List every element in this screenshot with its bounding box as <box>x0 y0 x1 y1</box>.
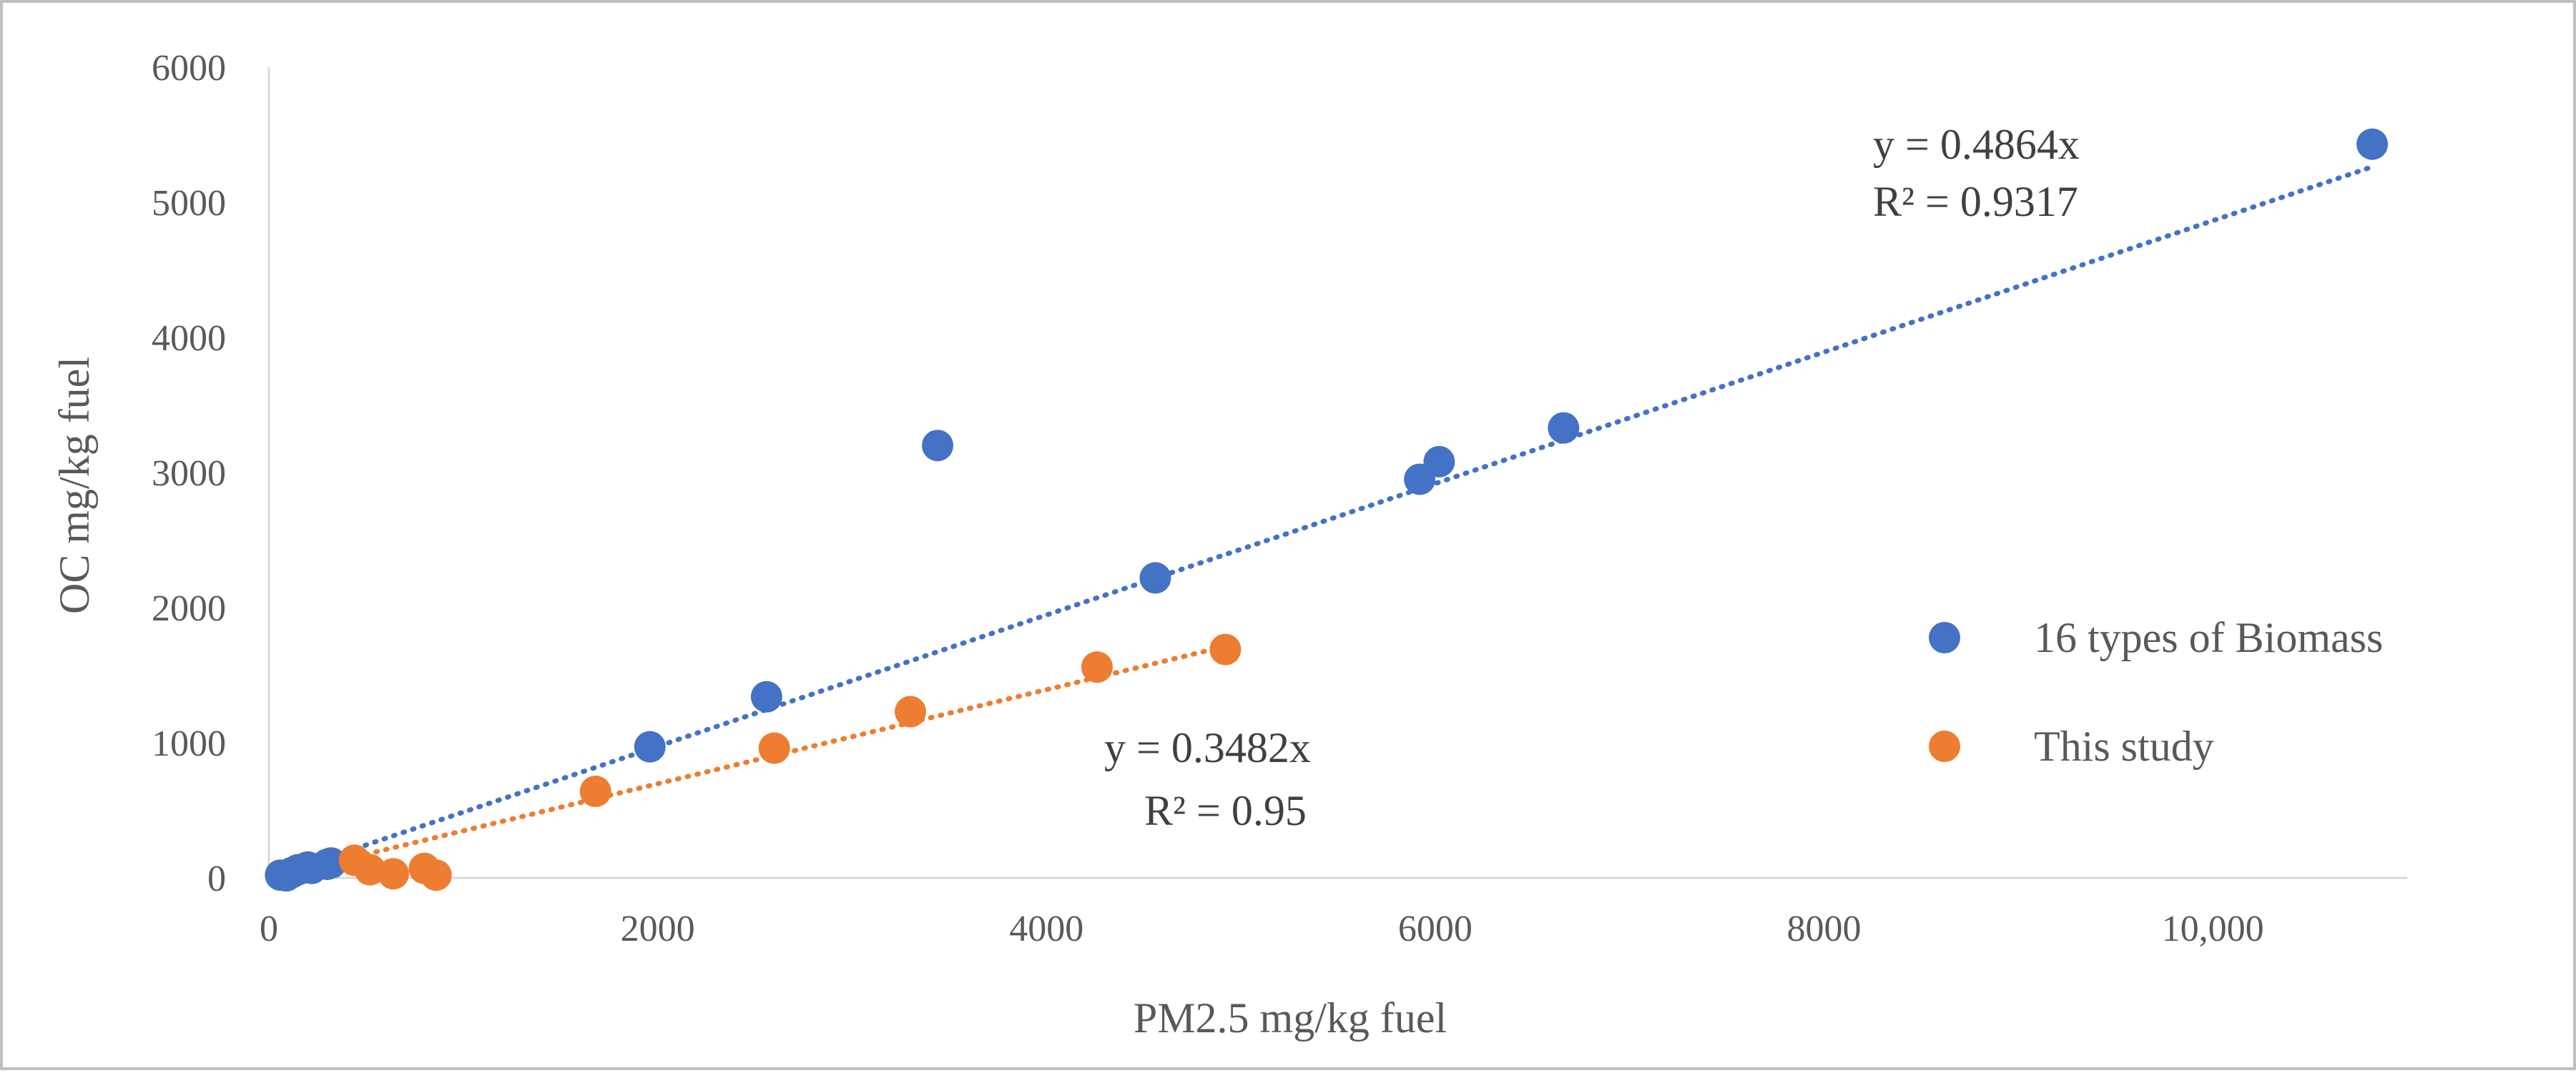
x-tick-label: 10,000 <box>2162 909 2264 949</box>
data-points <box>265 128 2389 892</box>
data-point <box>377 858 409 890</box>
data-point <box>1139 562 1171 594</box>
trendline-biomass <box>325 164 2375 861</box>
data-point <box>1423 445 1455 478</box>
legend-marker-biomass <box>1929 622 1960 653</box>
x-tick-label: 4000 <box>1009 909 1083 949</box>
legend-label-biomass: 16 types of Biomass <box>2034 614 2383 661</box>
data-point <box>1081 651 1113 683</box>
x-tick-label: 6000 <box>1398 909 1473 949</box>
y-tick-label: 2000 <box>152 588 226 629</box>
data-point <box>420 859 452 891</box>
data-point <box>1548 412 1580 444</box>
data-point <box>922 430 954 462</box>
x-axis-title: PM2.5 mg/kg fuel <box>1134 994 1447 1042</box>
data-point <box>354 854 386 886</box>
trendline-equation-biomass: y = 0.4864x <box>1873 121 2080 168</box>
data-point <box>579 776 611 808</box>
x-tick-label: 8000 <box>1787 909 1862 949</box>
y-axis-title: OC mg/kg fuel <box>51 357 98 614</box>
x-tick-label: 0 <box>260 909 278 949</box>
scatter-chart: 0 1000 2000 3000 4000 5000 6000 0 2000 4000 6000 80… <box>51 48 2407 1042</box>
x-tick-label: 2000 <box>621 909 695 949</box>
y-tick-label: 1000 <box>152 723 226 764</box>
trendline-r2-this-study: R² = 0.95 <box>1144 787 1307 834</box>
data-point <box>634 731 666 763</box>
data-point <box>315 847 347 879</box>
trendline-equation-this-study: y = 0.3482x <box>1104 724 1311 771</box>
axes: 0 1000 2000 3000 4000 5000 6000 0 2000 4000 6000 80… <box>152 48 2407 949</box>
y-tick-label: 6000 <box>152 48 226 89</box>
trendline-annotations: y = 0.4864x R² = 0.9317 y = 0.3482x R² =… <box>1104 121 2080 834</box>
y-tick-label: 5000 <box>152 183 226 224</box>
data-point <box>2356 128 2389 160</box>
data-point <box>895 696 926 728</box>
legend: 16 types of Biomass This study <box>1929 614 2383 770</box>
trendline-r2-biomass: R² = 0.9317 <box>1873 178 2078 225</box>
data-point <box>750 681 782 713</box>
y-tick-label: 0 <box>207 859 226 899</box>
y-tick-label: 4000 <box>152 318 226 359</box>
legend-marker-this-study <box>1929 731 1960 762</box>
legend-label-this-study: This study <box>2034 723 2214 770</box>
data-point <box>1209 633 1242 666</box>
y-tick-label: 3000 <box>152 453 226 494</box>
data-point <box>758 732 790 764</box>
